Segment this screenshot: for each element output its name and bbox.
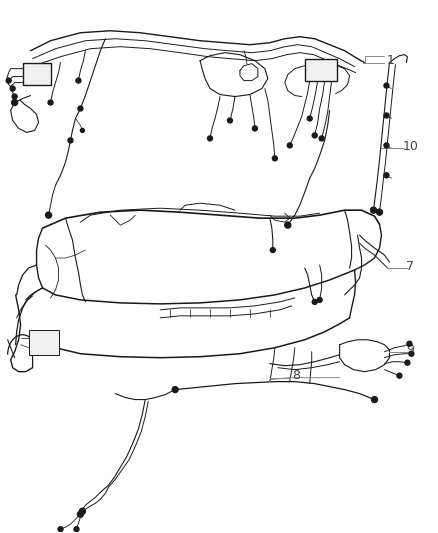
Circle shape xyxy=(285,222,291,228)
Circle shape xyxy=(312,300,317,304)
Circle shape xyxy=(79,508,85,514)
Circle shape xyxy=(270,247,276,253)
Circle shape xyxy=(172,386,178,393)
Circle shape xyxy=(409,351,414,356)
Circle shape xyxy=(317,297,322,302)
Bar xyxy=(28,330,59,355)
Circle shape xyxy=(371,207,377,213)
Circle shape xyxy=(12,94,17,99)
Circle shape xyxy=(78,511,83,517)
Text: 7: 7 xyxy=(406,260,414,272)
Bar xyxy=(305,59,337,80)
Circle shape xyxy=(76,78,81,83)
Circle shape xyxy=(371,397,378,402)
Circle shape xyxy=(58,527,63,531)
Circle shape xyxy=(384,143,389,148)
Circle shape xyxy=(252,126,258,131)
Circle shape xyxy=(319,136,324,141)
Circle shape xyxy=(227,118,233,123)
Circle shape xyxy=(6,78,11,83)
Text: 10: 10 xyxy=(403,140,418,153)
Text: 1: 1 xyxy=(386,54,394,67)
Circle shape xyxy=(407,341,412,346)
Circle shape xyxy=(74,527,79,531)
Circle shape xyxy=(397,373,402,378)
Circle shape xyxy=(384,173,389,178)
Circle shape xyxy=(384,83,389,88)
Circle shape xyxy=(377,209,382,215)
Circle shape xyxy=(312,133,317,138)
Circle shape xyxy=(384,113,389,118)
Circle shape xyxy=(12,100,18,106)
Circle shape xyxy=(287,143,292,148)
Circle shape xyxy=(10,86,15,91)
Bar xyxy=(23,63,50,85)
Circle shape xyxy=(46,212,52,218)
Circle shape xyxy=(48,100,53,105)
Circle shape xyxy=(81,128,85,132)
Circle shape xyxy=(78,106,83,111)
Circle shape xyxy=(208,136,212,141)
Text: 9: 9 xyxy=(406,343,414,356)
Circle shape xyxy=(272,156,277,161)
Circle shape xyxy=(307,116,312,121)
Circle shape xyxy=(68,138,73,143)
Text: 8: 8 xyxy=(292,369,300,382)
Circle shape xyxy=(405,360,410,365)
